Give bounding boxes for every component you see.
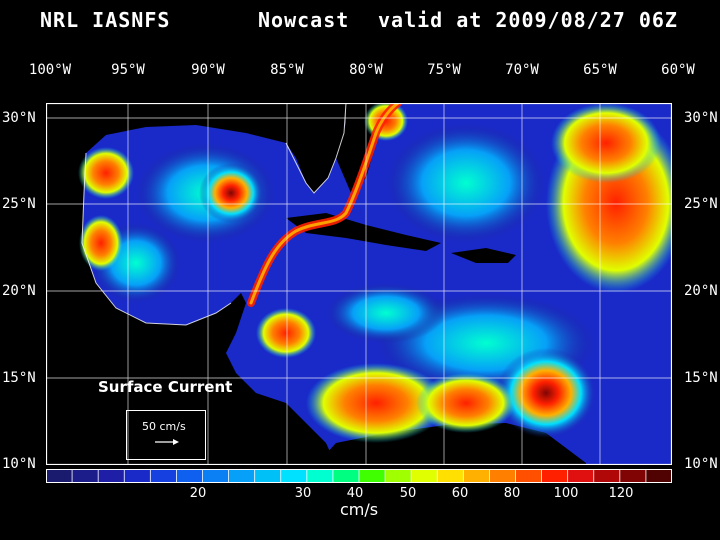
colorbar-swatch xyxy=(280,469,308,483)
title-valid-time: valid at 2009/08/27 06Z xyxy=(378,8,678,32)
colorbar-swatch xyxy=(411,469,438,483)
colorbar-swatch xyxy=(541,469,569,483)
colorbar-tick: 30 xyxy=(294,486,312,501)
lon-label: 85°W xyxy=(270,62,304,78)
colorbar-swatch xyxy=(228,469,256,483)
colorbar-swatch xyxy=(176,469,203,483)
lon-label: 60°W xyxy=(661,62,695,78)
colorbar-swatch xyxy=(306,469,334,483)
lat-label-left: 10°N xyxy=(2,456,36,472)
colorbar-swatch xyxy=(385,469,412,483)
colorbar-swatch xyxy=(463,469,490,483)
lon-label: 90°W xyxy=(191,62,225,78)
colorbar-unit: cm/s xyxy=(340,500,379,519)
colorbar-tick: 120 xyxy=(608,486,634,501)
colorbar-swatch xyxy=(98,469,125,483)
central-america-land xyxy=(46,353,336,465)
lon-label: 75°W xyxy=(427,62,461,78)
colorbar-swatch xyxy=(619,469,647,483)
colorbar xyxy=(46,469,672,483)
reference-vector-label: 50 cm/s xyxy=(142,420,186,433)
lon-label: 100°W xyxy=(28,62,72,78)
colorbar-tick: 100 xyxy=(553,486,579,501)
colorbar-swatch xyxy=(515,469,543,483)
title-kind: Nowcast xyxy=(258,8,350,32)
colorbar-frame xyxy=(46,469,672,483)
colorbar-tick: 60 xyxy=(451,486,469,501)
colorbar-swatch xyxy=(150,469,177,483)
colorbar-swatch xyxy=(437,469,464,483)
colorbar-swatch xyxy=(645,469,672,483)
lat-label-left: 25°N xyxy=(2,196,36,212)
lon-label: 80°W xyxy=(349,62,383,78)
colorbar-swatch xyxy=(593,469,621,483)
lat-label-right: 25°N xyxy=(684,196,718,212)
colorbar-swatch xyxy=(72,469,99,483)
colorbar-swatch xyxy=(567,469,595,483)
lat-label-left: 30°N xyxy=(2,110,36,126)
colorbar-tick: 50 xyxy=(399,486,417,501)
surface-current-label: Surface Current xyxy=(98,378,233,396)
lon-label: 70°W xyxy=(505,62,539,78)
reference-vector-box: 50 cm/s xyxy=(126,410,206,460)
map-frame xyxy=(46,103,672,465)
lon-label: 95°W xyxy=(111,62,145,78)
graticule xyxy=(46,103,672,465)
colorbar-swatch xyxy=(332,469,360,483)
title-org: NRL IASNFS xyxy=(40,8,171,32)
lat-label-right: 30°N xyxy=(684,110,718,126)
lat-label-right: 20°N xyxy=(684,283,718,299)
lon-label: 65°W xyxy=(583,62,617,78)
colorbar-tick: 40 xyxy=(346,486,364,501)
speed-field xyxy=(78,103,672,443)
colorbar-swatch xyxy=(254,469,282,483)
colorbar-swatch xyxy=(46,469,73,483)
colorbar-swatch xyxy=(489,469,516,483)
north-america-land xyxy=(46,103,346,353)
colorbar-swatch xyxy=(124,469,151,483)
colorbar-swatch xyxy=(202,469,230,483)
coastline xyxy=(81,103,347,326)
colorbar-tick: 80 xyxy=(503,486,521,501)
current-speed-map xyxy=(46,103,672,465)
hispaniola-land xyxy=(451,248,516,263)
colorbar-swatch xyxy=(359,469,386,483)
lat-label-left: 15°N xyxy=(2,370,36,386)
lat-label-left: 20°N xyxy=(2,283,36,299)
reference-arrow-icon xyxy=(155,439,179,445)
lat-label-right: 10°N xyxy=(684,456,718,472)
colorbar-tick: 20 xyxy=(189,486,207,501)
lat-label-right: 15°N xyxy=(684,370,718,386)
